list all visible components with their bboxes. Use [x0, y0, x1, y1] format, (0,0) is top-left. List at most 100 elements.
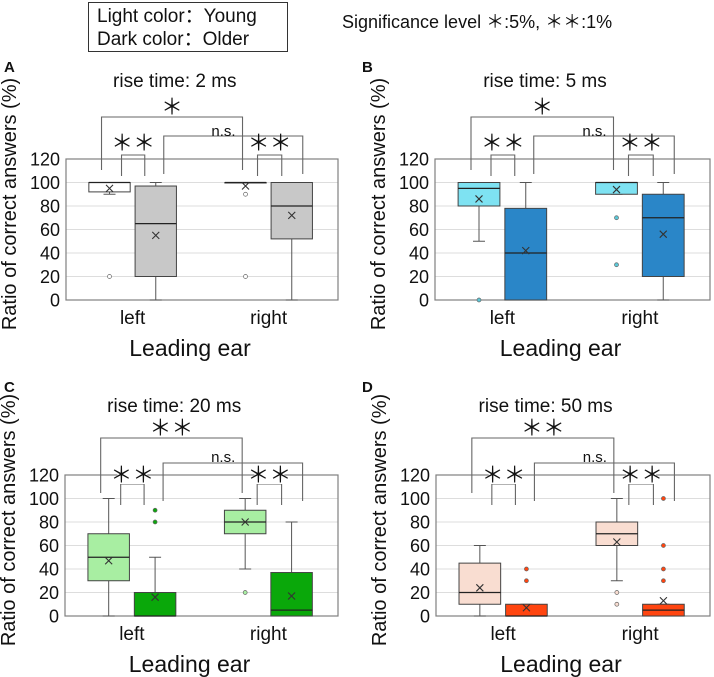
y-tick-label: 100 [29, 489, 59, 509]
y-tick-label: 0 [420, 607, 430, 627]
box-older-right [641, 182, 685, 301]
y-tick-label: 60 [39, 536, 59, 556]
y-tick-label: 20 [40, 267, 60, 287]
y-tick-label: 40 [40, 244, 60, 264]
box-older-left [505, 566, 548, 617]
outlier-point [476, 297, 482, 303]
outlier-point [614, 262, 619, 268]
box-older-left [134, 182, 177, 301]
y-tick-label: 0 [419, 291, 429, 311]
y-tick-label: 20 [410, 583, 430, 603]
bracket-older-left-vs-right [533, 462, 675, 501]
box-iqr [270, 572, 313, 617]
panel-title: rise time: 5 ms [483, 71, 607, 92]
y-tick-label: 80 [39, 513, 59, 533]
bracket-older-left-vs-right [163, 135, 304, 174]
significance-older-left-vs-right: n.s. [583, 449, 607, 466]
bracket-young-left-vs-right [100, 116, 244, 170]
panel-letter: A [4, 59, 15, 76]
significance-note: Significance level ＊:5%, ＊＊:1% [342, 12, 613, 32]
y-tick-label: 0 [49, 607, 59, 627]
x-axis-label: Leading ear [129, 335, 251, 361]
mean-marker [287, 592, 296, 600]
y-tick-label: 60 [40, 220, 60, 240]
panel-title: rise time: 2 ms [113, 71, 237, 92]
mean-marker [241, 518, 250, 526]
y-tick-label: 100 [30, 173, 60, 193]
plot-area [435, 474, 711, 617]
color-legend: Light color：Young Dark color：Older [88, 2, 288, 52]
y-tick-label: 120 [400, 466, 430, 486]
box-iqr [134, 185, 177, 277]
significance-older-left-vs-right: n.s. [582, 123, 606, 140]
outlier-point [614, 215, 619, 221]
bracket-older-left-vs-right [533, 135, 675, 174]
x-tick-label: right [621, 308, 659, 329]
mean-marker [241, 182, 250, 190]
mean-marker [521, 246, 530, 255]
y-tick-label: 100 [400, 489, 430, 509]
bracket-young-left-vs-right [471, 437, 615, 493]
y-axis-label: Ratio of correct answers (%) [0, 78, 21, 330]
y-tick-label: 120 [30, 150, 60, 170]
outlier-point [614, 590, 620, 595]
y-tick-label: 60 [409, 220, 429, 240]
box-iqr [641, 193, 685, 277]
y-tick-label: 20 [409, 267, 429, 287]
label-background [626, 466, 657, 484]
bracket-older-left-vs-right [162, 462, 304, 501]
y-tick-label: 100 [399, 173, 429, 193]
y-axis-label: Ratio of correct answers (%) [368, 78, 390, 330]
box-young-right [595, 181, 638, 268]
outlier-point [152, 507, 158, 513]
x-tick-label: left [119, 624, 145, 645]
outlier-point [243, 191, 248, 197]
legend-young: Light color：Young [97, 6, 257, 27]
bracket-right-young-vs-older [256, 154, 283, 176]
outlier-point [243, 274, 248, 279]
bracket-left-young-vs-older [120, 154, 146, 176]
x-tick-label: left [490, 308, 516, 329]
outlier-point [152, 519, 158, 525]
mean-marker [151, 593, 159, 602]
outlier-point [661, 496, 666, 501]
box-young-left [458, 545, 502, 617]
box-young-right [595, 498, 639, 607]
label-background [488, 466, 519, 484]
y-tick-label: 80 [409, 197, 429, 217]
box-older-right [642, 496, 685, 617]
panel-letter: B [362, 59, 373, 76]
y-tick-label: 120 [399, 150, 429, 170]
significance-left-young-vs-older: ＊＊ [482, 463, 526, 488]
outlier-point [524, 578, 529, 584]
significance-young-left-vs-right: ＊＊ [149, 416, 193, 441]
significance-right-young-vs-older: ＊＊ [247, 463, 291, 488]
x-axis-label: Leading ear [129, 651, 251, 677]
mean-marker [522, 603, 531, 612]
box-older-left [133, 507, 177, 617]
y-axis-label: Ratio of correct answers (%) [369, 394, 391, 646]
label-background [117, 466, 148, 484]
significance-young-left-vs-right: ＊＊ [521, 416, 565, 441]
x-axis-label: Leading ear [500, 651, 622, 677]
box-iqr [595, 182, 638, 195]
mean-marker [612, 185, 621, 194]
mean-marker [612, 538, 621, 546]
significance-older-left-vs-right: n.s. [211, 449, 235, 466]
mean-marker [475, 195, 483, 203]
box-older-right [270, 182, 313, 301]
y-tick-label: 0 [50, 291, 60, 311]
y-tick-label: 120 [29, 466, 59, 486]
bracket-left-young-vs-older [490, 154, 516, 176]
box-iqr [457, 182, 501, 207]
significance-right-young-vs-older: ＊＊ [619, 131, 663, 156]
panel-title: rise time: 20 ms [107, 396, 241, 417]
significance-right-young-vs-older: ＊＊ [248, 131, 292, 156]
significance-young-left-vs-right: ＊ [161, 95, 183, 120]
y-tick-label: 40 [39, 560, 59, 580]
x-axis-label: Leading ear [500, 335, 622, 361]
outlier-point [661, 578, 666, 584]
